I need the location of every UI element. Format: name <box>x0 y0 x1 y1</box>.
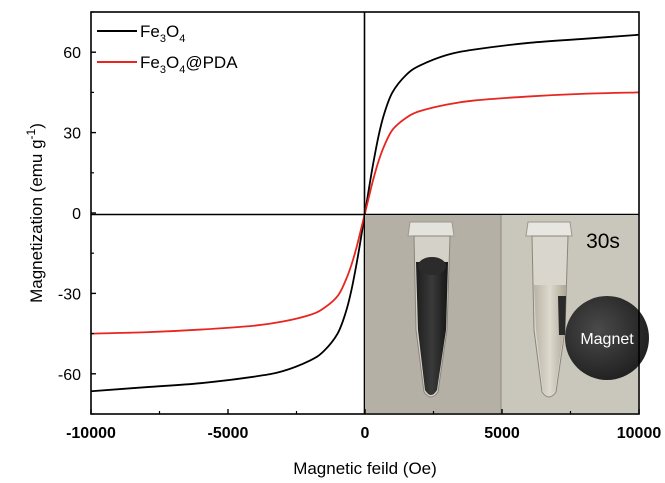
y-axis-title: Magnetization (emu g-1) <box>24 123 46 303</box>
x-axis-ticks: -10000 -5000 0 5000 10000 <box>66 409 661 442</box>
legend: Fe3O4 Fe3O4@PDA <box>97 22 238 76</box>
magnet-disk <box>565 296 649 380</box>
x-tick-label: 10000 <box>617 425 662 442</box>
magnet-label: Magnet <box>580 331 634 348</box>
vial-dispersed <box>407 221 455 398</box>
y-tick-label: -60 <box>58 367 81 384</box>
y-tick-label: -30 <box>58 286 81 303</box>
y-axis-title-exponent: -1 <box>24 128 38 139</box>
y-tick-label: 60 <box>63 45 81 62</box>
x-tick-label: 0 <box>361 425 370 442</box>
inset-time-label: 30s <box>586 230 620 253</box>
inset-photo: Magnet 30s <box>365 215 649 413</box>
x-tick-label: -10000 <box>66 425 116 442</box>
y-axis-ticks: -60 -30 0 30 60 <box>58 11 96 415</box>
y-tick-label: 0 <box>72 206 81 223</box>
y-axis-title-close: ) <box>27 123 46 129</box>
x-tick-label: 5000 <box>484 425 520 442</box>
vial-separated <box>525 221 573 398</box>
legend-label-fe3o4: Fe3O4 <box>140 22 185 45</box>
x-tick-label: -5000 <box>208 425 249 442</box>
y-tick-label: 30 <box>63 126 81 143</box>
x-axis-title: Magnetic feild (Oe) <box>293 459 437 478</box>
legend-label-fe3o4-pda: Fe3O4@PDA <box>140 53 238 76</box>
y-axis-title-main: Magnetization (emu g <box>27 139 46 302</box>
